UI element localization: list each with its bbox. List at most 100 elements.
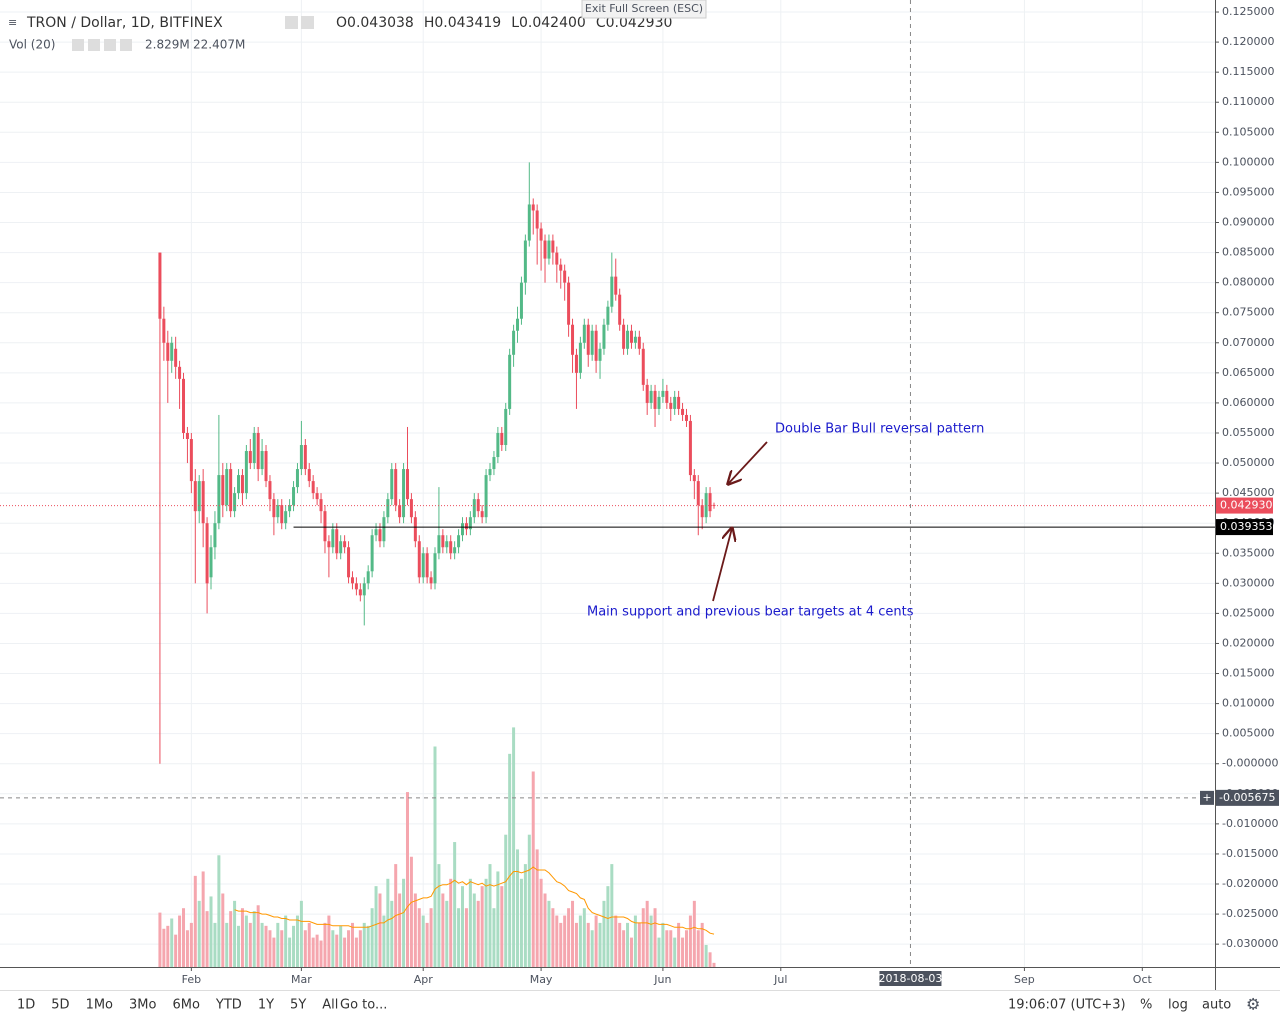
candle-body: [567, 282, 571, 325]
volume-bar: [162, 928, 166, 967]
volume-bar: [229, 911, 233, 967]
candle-body: [673, 396, 677, 409]
candle-body: [335, 529, 339, 554]
percent-toggle[interactable]: %: [1140, 998, 1152, 1013]
axes: 0.125000 0.120000 0.115000 0.110000 0.105000…: [182, 5, 1279, 986]
exit-fullscreen-button[interactable]: [581, 0, 707, 19]
crosshair-plus-icon[interactable]: +: [1202, 791, 1211, 804]
range-button[interactable]: 5Y: [290, 998, 306, 1013]
volume-bar: [347, 930, 351, 967]
volume-bar: [618, 922, 622, 967]
candle-body: [563, 270, 567, 283]
y-tick-label: 0.045000: [1222, 486, 1275, 499]
candle-body: [197, 481, 201, 512]
volume-bar: [398, 893, 402, 967]
volume-bar: [166, 925, 170, 967]
range-button[interactable]: YTD: [215, 998, 242, 1013]
volume-bar: [457, 908, 461, 967]
settings-icon[interactable]: ⚙: [1246, 995, 1260, 1014]
volume-bar: [209, 896, 213, 967]
range-button[interactable]: 1D: [17, 998, 35, 1013]
candle-body: [405, 469, 409, 500]
candle-body: [594, 330, 598, 361]
icon[interactable]: [120, 39, 132, 51]
icon[interactable]: [88, 39, 100, 51]
exit-fullscreen-label[interactable]: Exit Full Screen (ESC): [585, 2, 703, 15]
volume-bar: [299, 900, 303, 967]
candle-body: [374, 529, 378, 536]
candle-body: [602, 324, 606, 349]
y-tick-label: 0.025000: [1222, 606, 1275, 619]
candle-body: [645, 384, 649, 403]
candle-body: [244, 451, 248, 494]
candle-body: [468, 517, 472, 530]
range-button[interactable]: 3Mo: [129, 998, 156, 1013]
volume-bar: [645, 900, 649, 967]
candle-body: [264, 451, 268, 482]
candle-body: [201, 481, 205, 524]
candle-body: [390, 469, 394, 500]
candle-body: [311, 481, 315, 494]
volume-bar: [476, 900, 480, 967]
annotation-arrow: [728, 441, 768, 484]
candle-body: [350, 577, 354, 584]
candle-body: [425, 553, 429, 578]
volume-bar: [594, 915, 598, 967]
y-tick-label: 0.075000: [1222, 306, 1275, 319]
ohlc-key: O: [336, 15, 347, 31]
y-tick-label: 0.005000: [1222, 727, 1275, 740]
volume-bar: [629, 937, 633, 967]
annotation: Main support and previous bear targets a…: [587, 605, 914, 620]
y-tick-label: 0.100000: [1222, 155, 1275, 168]
candle-body: [582, 324, 586, 343]
volume-bar: [472, 893, 476, 967]
candle-body: [504, 408, 508, 446]
range-button[interactable]: 6Mo: [172, 998, 199, 1013]
volume-bar: [178, 915, 182, 967]
y-tick-label: -0.030000: [1222, 937, 1278, 950]
volume-bar: [248, 922, 252, 967]
volume-bar: [307, 922, 311, 967]
volume-bar: [288, 937, 292, 967]
support-label: 0.039353: [1220, 520, 1273, 533]
icon[interactable]: [301, 16, 314, 29]
range-button[interactable]: 1Y: [258, 998, 274, 1013]
volume-bar: [578, 915, 582, 967]
annotation: Double Bar Bull reversal pattern: [775, 422, 984, 437]
icon[interactable]: [285, 16, 298, 29]
range-button[interactable]: 5D: [51, 998, 69, 1013]
candle-body: [386, 499, 390, 518]
volume-bar: [413, 893, 417, 967]
candle-body: [362, 583, 366, 596]
volume-bar: [704, 944, 708, 967]
range-button[interactable]: 1Mo: [86, 998, 113, 1013]
volume-bar: [292, 925, 296, 967]
candle-body: [268, 481, 272, 500]
candle-body: [461, 523, 465, 536]
volume-bar: [405, 792, 409, 967]
volume-bar: [315, 934, 319, 967]
y-tick-label: 0.095000: [1222, 185, 1275, 198]
volume-bar: [244, 915, 248, 967]
icon[interactable]: [72, 39, 84, 51]
candle-body: [508, 354, 512, 409]
y-tick-label: 0.090000: [1222, 216, 1275, 229]
icon[interactable]: [104, 39, 116, 51]
crosshair-plus[interactable]: [1200, 790, 1214, 805]
candle-body: [629, 330, 633, 343]
candle-body: [681, 408, 685, 415]
volume-bar: [516, 849, 520, 967]
candle-body: [641, 348, 645, 385]
log-toggle[interactable]: log: [1168, 998, 1188, 1013]
auto-toggle[interactable]: auto: [1202, 998, 1231, 1013]
candle-body: [382, 517, 386, 542]
goto-button[interactable]: Go to...: [340, 998, 387, 1013]
volume-pane: [158, 727, 716, 967]
candle-body: [519, 282, 523, 319]
candle-body: [445, 541, 449, 548]
volume-bar: [547, 900, 551, 967]
collapse-icon[interactable]: ≡: [8, 16, 17, 29]
candle-body: [205, 523, 209, 584]
range-button[interactable]: All: [322, 998, 338, 1013]
volume-bar: [606, 886, 610, 967]
